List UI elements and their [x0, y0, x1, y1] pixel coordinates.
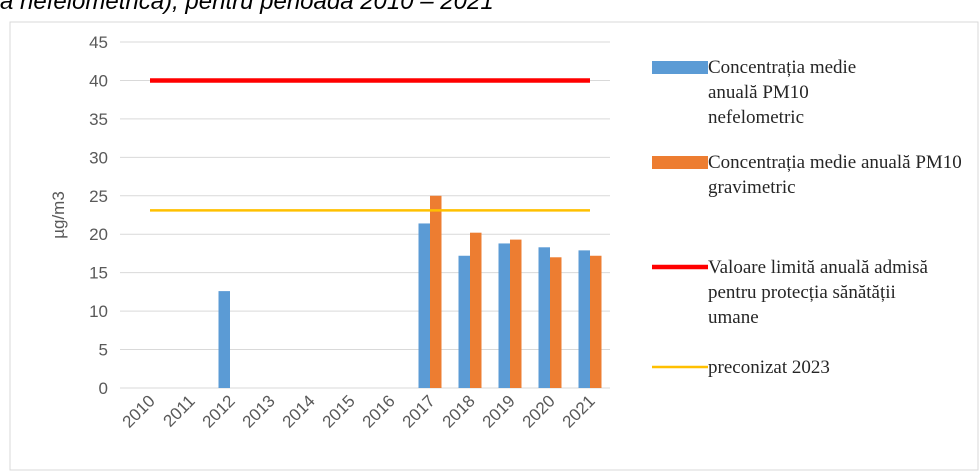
legend-label: Concentrația medie anuală PM10 gravimetr…	[708, 152, 962, 198]
legend-swatch	[652, 61, 708, 74]
x-tick-label: 2010	[119, 391, 159, 431]
x-tick-label: 2017	[399, 391, 439, 431]
x-tick-label: 2018	[439, 391, 479, 431]
bar	[510, 239, 522, 388]
legend-swatch	[652, 156, 708, 169]
y-tick-label: 20	[89, 225, 108, 244]
y-tick-label: 0	[99, 379, 108, 398]
y-tick-label: 15	[89, 264, 108, 283]
chart-frame	[9, 21, 979, 471]
bar	[550, 257, 562, 388]
bar	[430, 195, 442, 388]
bar	[578, 250, 590, 388]
y-axis-label: µg/m3	[49, 191, 68, 239]
legend-label: Valoare limită anuală admisă pentru prot…	[708, 257, 928, 328]
bar	[470, 232, 482, 388]
y-tick-label: 25	[89, 187, 108, 206]
x-tick-label: 2015	[319, 391, 359, 431]
bar	[218, 291, 230, 388]
x-tick-label: 2014	[279, 391, 319, 431]
y-tick-label: 10	[89, 302, 108, 321]
bar	[458, 255, 470, 388]
x-tick-label: 2012	[199, 391, 239, 431]
x-tick-label: 2020	[519, 391, 559, 431]
y-tick-label: 45	[89, 33, 108, 52]
y-tick-label: 5	[99, 341, 108, 360]
x-tick-label: 2013	[239, 391, 279, 431]
y-tick-label: 40	[89, 71, 108, 90]
bar	[498, 243, 510, 388]
x-tick-label: 2016	[359, 391, 399, 431]
bar	[538, 247, 550, 388]
x-tick-label: 2011	[160, 391, 199, 430]
legend-label: preconizat 2023	[708, 357, 830, 378]
legend-label: Concentrația medie anuală PM10 nefelomet…	[708, 57, 857, 128]
x-tick-label: 2021	[559, 391, 599, 431]
chart-title: a nefelometrică), pentru perioada 2010 –…	[0, 0, 494, 15]
bar	[590, 255, 602, 388]
x-tick-label: 2019	[479, 391, 519, 431]
y-tick-label: 35	[89, 110, 108, 129]
y-tick-label: 30	[89, 148, 108, 167]
bar	[418, 223, 430, 388]
